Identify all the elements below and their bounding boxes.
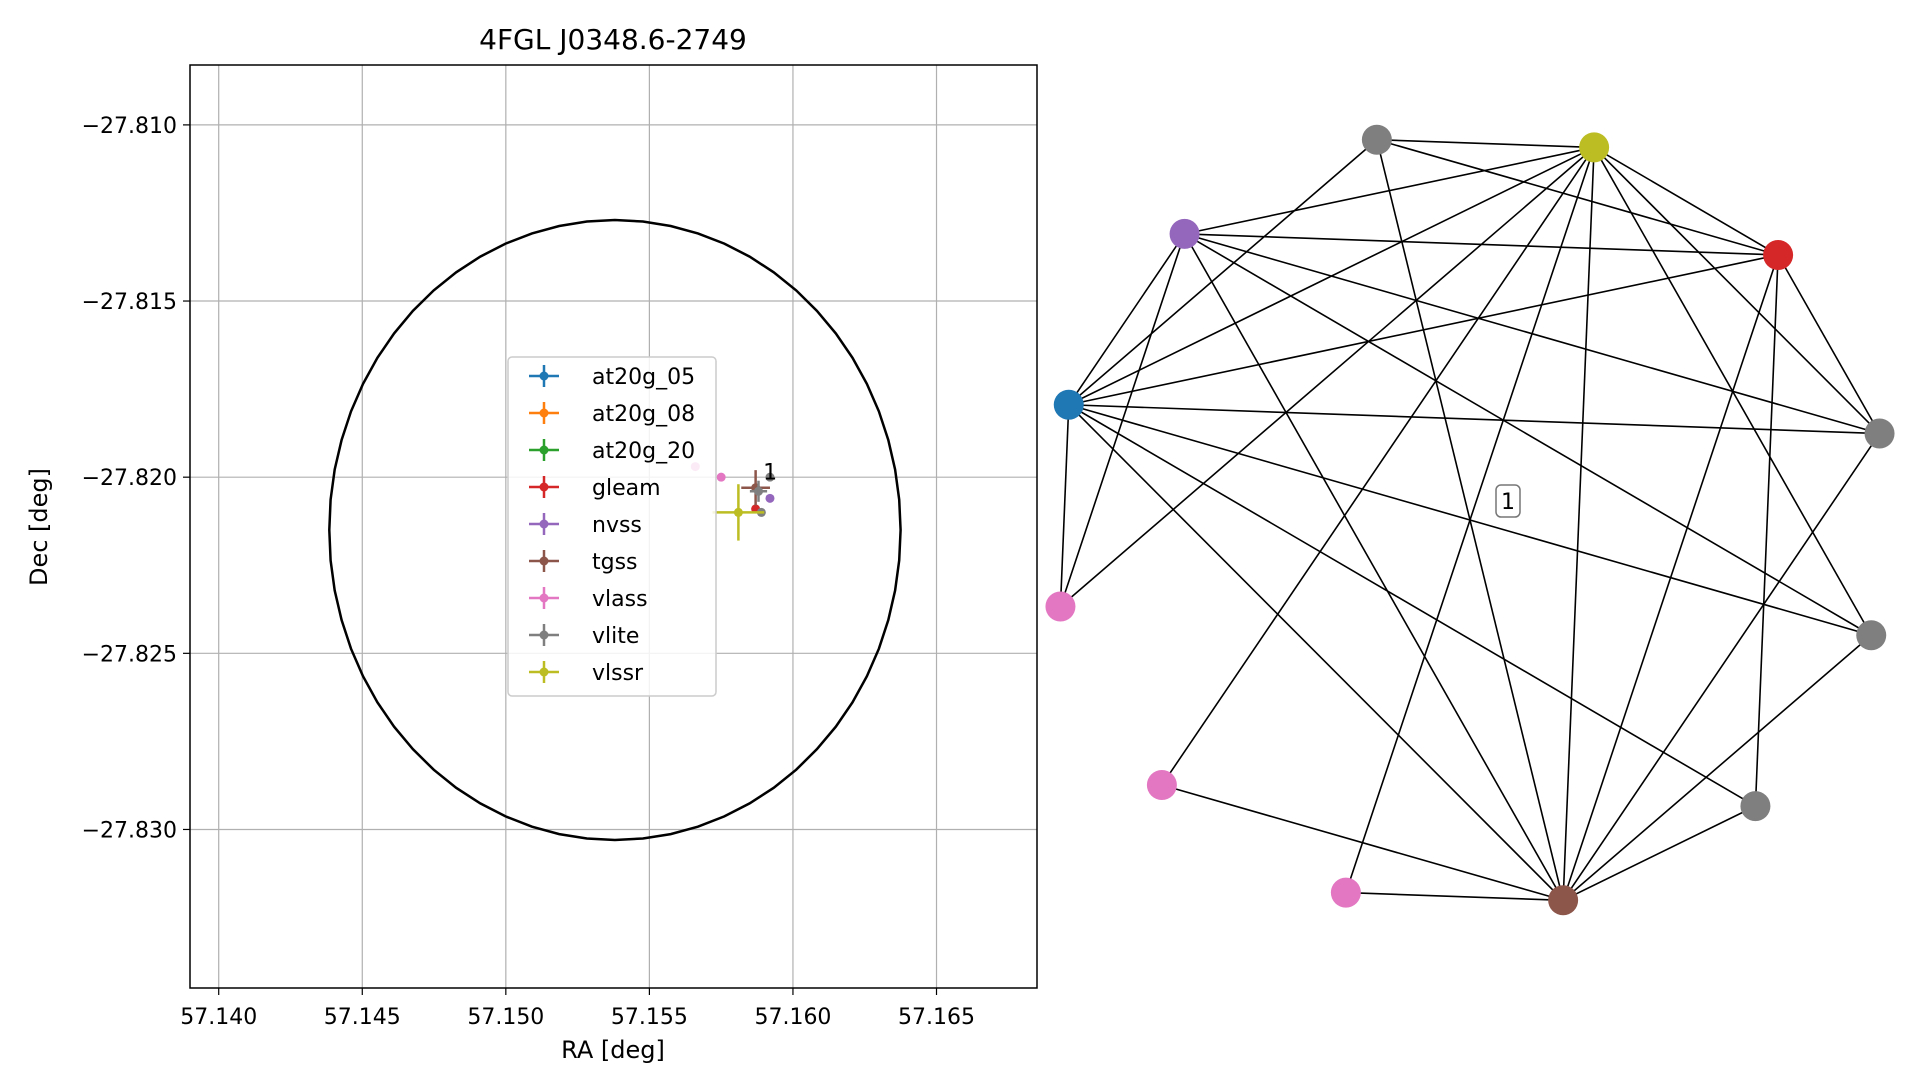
- network-graph: 1: [1045, 124, 1895, 916]
- edge: [1068, 139, 1378, 406]
- edge: [1777, 254, 1881, 434]
- y-tick-label: −27.815: [82, 290, 177, 315]
- x-tick-label: 57.140: [180, 1005, 257, 1030]
- legend-label-vlssr: vlssr: [592, 661, 644, 686]
- edge: [1376, 138, 1779, 256]
- edge: [1754, 254, 1779, 807]
- edge: [1345, 891, 1564, 902]
- edge: [1161, 146, 1595, 786]
- edge: [1068, 404, 1564, 901]
- edge: [1562, 433, 1881, 901]
- legend-label-at20g_08: at20g_08: [592, 402, 695, 427]
- node-olive: [1579, 132, 1610, 163]
- legend-label-nvss: nvss: [592, 513, 642, 538]
- legend-marker-at20g_08: [539, 408, 549, 418]
- node-blue: [1053, 389, 1084, 420]
- edge: [1059, 404, 1070, 607]
- scatter-plot: 1 57.140 57.145 57.150 57.155 57.160 57.165 −…: [25, 23, 1038, 1064]
- edge: [1184, 233, 1872, 636]
- node-brown: [1548, 885, 1579, 916]
- edge: [1059, 233, 1186, 607]
- legend-label-at20g_20: at20g_20: [592, 439, 695, 464]
- legend-label-gleam: gleam: [592, 476, 661, 501]
- edge: [1068, 233, 1186, 406]
- error-ellipse: [328, 218, 902, 842]
- graph-edges: [1059, 138, 1881, 902]
- graph-nodes: [1045, 124, 1895, 916]
- edge: [1059, 146, 1595, 608]
- edge: [1068, 404, 1756, 807]
- point-vlssr: [733, 507, 743, 517]
- edge-label-text: 1: [1501, 490, 1515, 515]
- y-tick-label: −27.830: [82, 818, 177, 843]
- node-purple: [1169, 218, 1200, 249]
- legend-frame: [507, 356, 717, 697]
- chart-title: 4FGL J0348.6-2749: [479, 23, 747, 56]
- x-axis-label: RA [deg]: [561, 1036, 665, 1064]
- legend-label-vlass: vlass: [592, 587, 648, 612]
- edge: [1562, 147, 1595, 901]
- edge: [1068, 254, 1779, 406]
- data-points: [690, 462, 775, 541]
- legend-marker-at20g_05: [539, 371, 549, 381]
- edge-label: 1: [1495, 484, 1521, 518]
- edge: [1593, 146, 1779, 256]
- point-vlite: [753, 486, 763, 496]
- y-tick-label: −27.820: [82, 466, 177, 491]
- node-pink_topleft: [1330, 877, 1361, 908]
- y-tick-label: −27.810: [82, 114, 177, 139]
- edge: [1184, 146, 1595, 235]
- edge: [1183, 233, 1564, 901]
- legend-marker-gleam: [539, 482, 549, 492]
- node-pink_left: [1146, 770, 1177, 801]
- point-nvss: [765, 493, 775, 503]
- y-axis-label: Dec [deg]: [25, 468, 53, 586]
- node-gray_bottom: [1864, 418, 1895, 449]
- x-tick-label: 57.145: [324, 1005, 401, 1030]
- edge: [1376, 138, 1595, 149]
- legend-marker-vlite: [539, 630, 549, 640]
- node-gray_top: [1856, 620, 1887, 651]
- edge: [1068, 403, 1872, 637]
- y-axis-ticks: −27.810 −27.815 −27.820 −27.825 −27.830: [82, 114, 190, 843]
- node-pink_right: [1045, 591, 1076, 622]
- edge: [1184, 233, 1779, 256]
- legend-marker-at20g_20: [539, 445, 549, 455]
- edge: [1562, 634, 1872, 901]
- legend-label-at20g_05: at20g_05: [592, 365, 695, 390]
- legend-marker-vlass: [539, 593, 549, 603]
- point-vlass: [716, 472, 726, 482]
- node-gray_topright: [1740, 791, 1771, 822]
- legend-label-vlite: vlite: [592, 624, 639, 649]
- point-vlite: [765, 472, 775, 482]
- edge: [1593, 146, 1881, 435]
- point-annotation: 1: [763, 461, 777, 486]
- x-tick-label: 57.150: [467, 1005, 544, 1030]
- legend-marker-nvss: [539, 519, 549, 529]
- x-tick-label: 57.155: [611, 1005, 688, 1030]
- error-ellipse-layer: [328, 218, 902, 842]
- y-tick-label: −27.825: [82, 642, 177, 667]
- edge: [1184, 233, 1880, 435]
- node-red: [1763, 239, 1794, 270]
- legend-marker-tgss: [539, 556, 549, 566]
- x-axis-ticks: 57.140 57.145 57.150 57.155 57.160 57.165: [180, 988, 975, 1030]
- plot-frame: [189, 64, 1038, 989]
- legend-marker-vlssr: [539, 667, 549, 677]
- edge: [1161, 784, 1564, 902]
- edge: [1562, 805, 1756, 902]
- x-tick-label: 57.160: [754, 1005, 831, 1030]
- x-tick-label: 57.165: [898, 1005, 975, 1030]
- node-gray_right: [1361, 124, 1392, 155]
- edge: [1068, 403, 1880, 435]
- edge-label-box: [1495, 484, 1521, 518]
- legend-label-tgss: tgss: [592, 550, 638, 575]
